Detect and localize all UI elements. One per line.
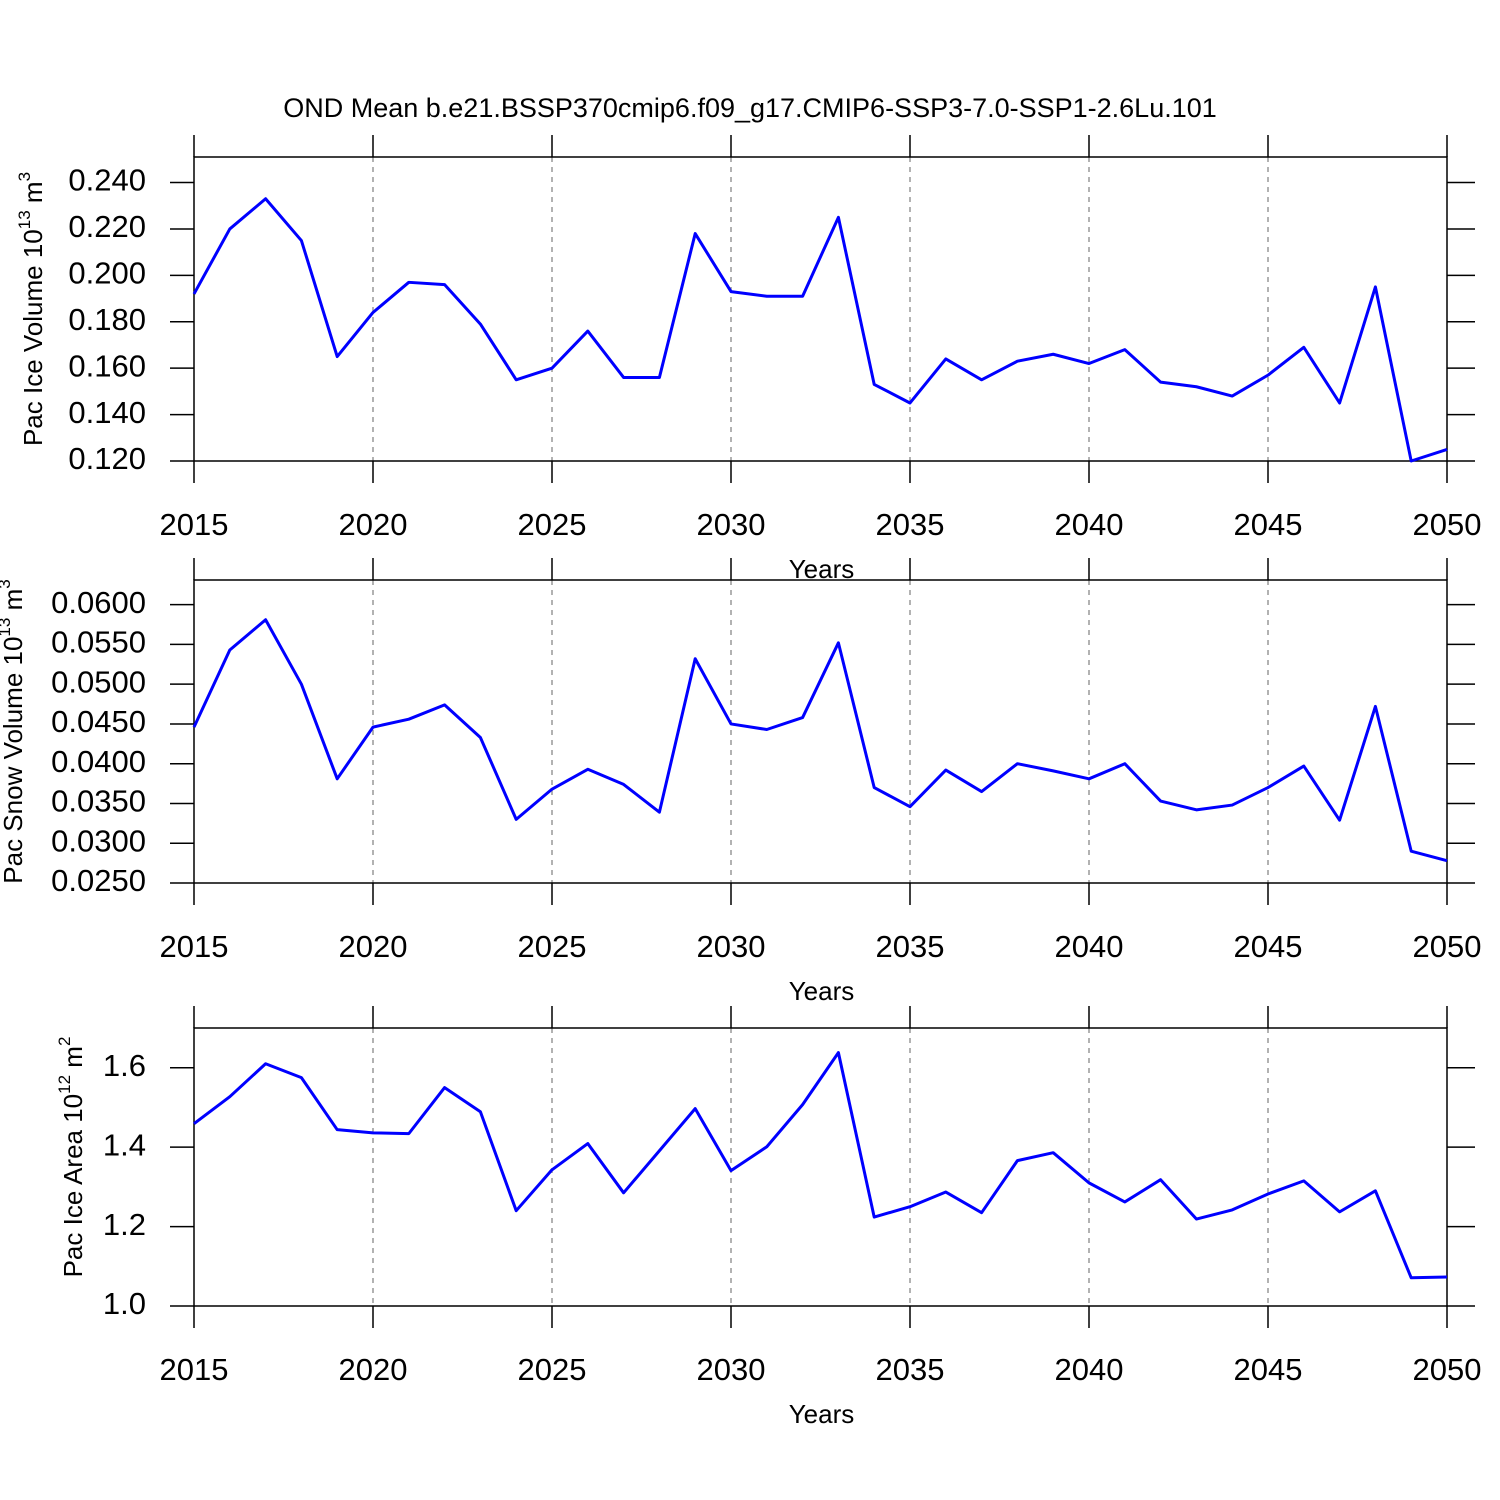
x-tick-label: 2050 <box>1413 507 1482 542</box>
y-axis-label-exponent: 12 <box>55 1075 74 1094</box>
y-tick-label: 0.200 <box>68 256 146 291</box>
y-axis-label: Pac Ice Volume 1013 m3 <box>15 172 48 446</box>
y-tick-label: 0.0350 <box>51 784 146 819</box>
y-tick-label: 0.160 <box>68 348 146 383</box>
y-tick-label: 1.6 <box>103 1048 146 1083</box>
x-tick-label: 2015 <box>160 1352 229 1387</box>
x-axis-label: Years <box>789 1399 855 1429</box>
x-tick-label: 2030 <box>697 507 766 542</box>
y-axis-label-exponent: 13 <box>0 618 14 637</box>
x-tick-label: 2040 <box>1055 929 1124 964</box>
y-tick-label: 0.0400 <box>51 744 146 779</box>
x-tick-label: 2015 <box>160 929 229 964</box>
data-line <box>192 618 1448 863</box>
x-tick-label: 2020 <box>339 507 408 542</box>
y-tick-label: 1.0 <box>103 1286 146 1321</box>
x-tick-label: 2040 <box>1055 507 1124 542</box>
y-tick-label: 0.0250 <box>51 863 146 898</box>
x-tick-label: 2020 <box>339 929 408 964</box>
y-tick-label: 0.120 <box>68 441 146 476</box>
plot-frame <box>193 579 1448 884</box>
x-tick-label: 2035 <box>876 929 945 964</box>
y-tick-label: 0.140 <box>68 395 146 430</box>
x-tick-label: 2030 <box>697 1352 766 1387</box>
y-axis-label-part: Pac Snow Volume 10 <box>0 637 28 884</box>
y-tick-label: 1.2 <box>103 1207 146 1242</box>
x-tick-label: 2040 <box>1055 1352 1124 1387</box>
data-line <box>193 1051 1448 1280</box>
y-tick-label: 0.0500 <box>51 664 146 699</box>
y-axis-label-part: Pac Ice Area 10 <box>58 1094 88 1278</box>
x-tick-label: 2045 <box>1234 507 1303 542</box>
x-axis-label: Years <box>789 976 855 1006</box>
y-tick-label: 0.0450 <box>51 704 146 739</box>
x-tick-label: 2045 <box>1234 1352 1303 1387</box>
y-tick-label: 1.4 <box>103 1127 146 1162</box>
y-tick-label: 0.240 <box>68 163 146 198</box>
x-tick-label: 2035 <box>876 507 945 542</box>
y-axis-label: Pac Ice Area 1012 m2 <box>55 1037 88 1278</box>
x-tick-label: 2015 <box>160 507 229 542</box>
x-tick-label: 2020 <box>339 1352 408 1387</box>
y-axis-label-exponent: 13 <box>15 210 34 229</box>
y-axis-label-exponent: 3 <box>15 172 34 181</box>
y-tick-label: 0.0600 <box>51 585 146 620</box>
x-axis-label: Years <box>789 554 855 584</box>
x-tick-label: 2045 <box>1234 929 1303 964</box>
y-tick-label: 0.0300 <box>51 823 146 858</box>
x-tick-label: 2035 <box>876 1352 945 1387</box>
plot-frame <box>193 1027 1448 1307</box>
x-tick-label: 2025 <box>518 929 587 964</box>
data-line <box>192 197 1448 463</box>
y-axis-label-part: Pac Ice Volume 10 <box>18 229 48 446</box>
y-axis-label: Pac Snow Volume 1013 m3 <box>0 579 28 883</box>
x-tick-label: 2025 <box>518 1352 587 1387</box>
y-axis-label-part: m <box>58 1046 88 1075</box>
plot-frame <box>193 156 1448 462</box>
y-tick-label: 0.180 <box>68 302 146 337</box>
y-axis-label-exponent: 3 <box>0 579 14 588</box>
y-tick-label: 0.0550 <box>51 625 146 660</box>
figure-title: OND Mean b.e21.BSSP370cmip6.f09_g17.CMIP… <box>283 93 1217 123</box>
x-tick-label: 2050 <box>1413 929 1482 964</box>
y-axis-label-exponent: 2 <box>55 1037 74 1046</box>
x-tick-label: 2050 <box>1413 1352 1482 1387</box>
y-axis-label-part: m <box>18 181 48 210</box>
y-tick-label: 0.220 <box>68 209 146 244</box>
x-tick-label: 2030 <box>697 929 766 964</box>
x-tick-label: 2025 <box>518 507 587 542</box>
y-axis-label-part: m <box>0 589 28 618</box>
